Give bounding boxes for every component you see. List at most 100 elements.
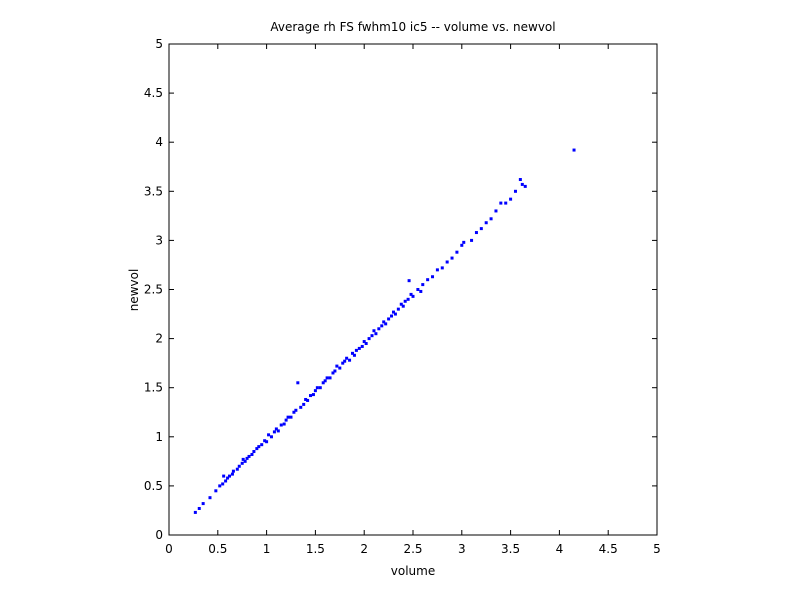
point [311, 393, 315, 397]
x-tick-label: 0 [165, 542, 173, 556]
point [345, 356, 349, 360]
point [267, 433, 271, 437]
point [231, 469, 235, 473]
point [294, 408, 298, 412]
point [237, 464, 241, 468]
point [201, 502, 205, 506]
point [221, 482, 225, 486]
point [208, 496, 212, 500]
point [403, 299, 407, 303]
point [387, 317, 391, 321]
point [396, 307, 400, 311]
point [474, 231, 478, 235]
point [399, 302, 403, 306]
point [350, 351, 354, 355]
point [362, 340, 366, 344]
point [252, 450, 256, 454]
y-tick-label: 5 [155, 37, 163, 51]
point [484, 221, 488, 225]
point [335, 364, 339, 368]
point [518, 178, 522, 182]
point [304, 397, 308, 401]
point [341, 361, 345, 365]
point [393, 312, 397, 316]
point [504, 201, 508, 205]
point [245, 456, 249, 460]
point [354, 348, 358, 352]
point [411, 294, 415, 298]
point [407, 279, 411, 283]
point [289, 415, 293, 419]
point [255, 447, 259, 451]
point [325, 376, 329, 380]
x-tick-label: 4.5 [599, 542, 618, 556]
point [323, 379, 327, 383]
y-tick-label: 1.5 [144, 381, 163, 395]
point [328, 376, 332, 380]
point [309, 394, 313, 398]
point [338, 366, 342, 370]
point [321, 381, 325, 385]
point [296, 381, 300, 385]
y-tick-label: 1 [155, 430, 163, 444]
x-tick-label: 3.5 [501, 542, 520, 556]
point [292, 410, 296, 414]
x-tick-label: 5 [653, 542, 661, 556]
point [222, 474, 226, 478]
point [302, 402, 306, 406]
point [374, 332, 378, 336]
point [462, 240, 466, 244]
point [572, 148, 576, 152]
point [380, 324, 384, 328]
y-tick-label: 4.5 [144, 86, 163, 100]
x-axis-label: volume [391, 564, 435, 578]
point [284, 418, 288, 422]
y-axis-label: newvol [127, 269, 141, 312]
point [426, 278, 430, 282]
y-tick-label: 3.5 [144, 184, 163, 198]
x-tick-label: 0.5 [208, 542, 227, 556]
point [513, 189, 517, 193]
point [419, 289, 423, 293]
point [431, 275, 435, 279]
point [282, 422, 286, 426]
point [357, 346, 361, 350]
y-tick-label: 0.5 [144, 479, 163, 493]
x-tick-label: 3 [458, 542, 466, 556]
point [313, 389, 317, 393]
point [370, 334, 374, 338]
point [416, 288, 420, 291]
point [382, 320, 386, 324]
point [435, 268, 439, 272]
point [460, 243, 464, 247]
point [235, 467, 239, 471]
point [318, 386, 322, 390]
point [440, 266, 444, 270]
point [299, 405, 303, 409]
point [489, 217, 493, 221]
y-tick-label: 0 [155, 528, 163, 542]
point [269, 435, 273, 439]
y-tick-label: 2 [155, 332, 163, 346]
point [286, 415, 290, 419]
x-tick-label: 1.5 [306, 542, 325, 556]
point [230, 472, 234, 476]
point [333, 369, 337, 373]
point [315, 386, 319, 390]
point [263, 439, 267, 443]
point [274, 427, 278, 431]
point [265, 440, 269, 444]
point [331, 371, 335, 375]
y-tick-label: 2.5 [144, 283, 163, 297]
point [367, 337, 371, 341]
point [450, 256, 454, 260]
point [226, 476, 230, 480]
point [364, 342, 368, 346]
point [218, 484, 222, 488]
point [306, 398, 310, 402]
point [257, 445, 261, 449]
point [455, 250, 459, 254]
point [214, 489, 218, 493]
point [276, 429, 280, 433]
